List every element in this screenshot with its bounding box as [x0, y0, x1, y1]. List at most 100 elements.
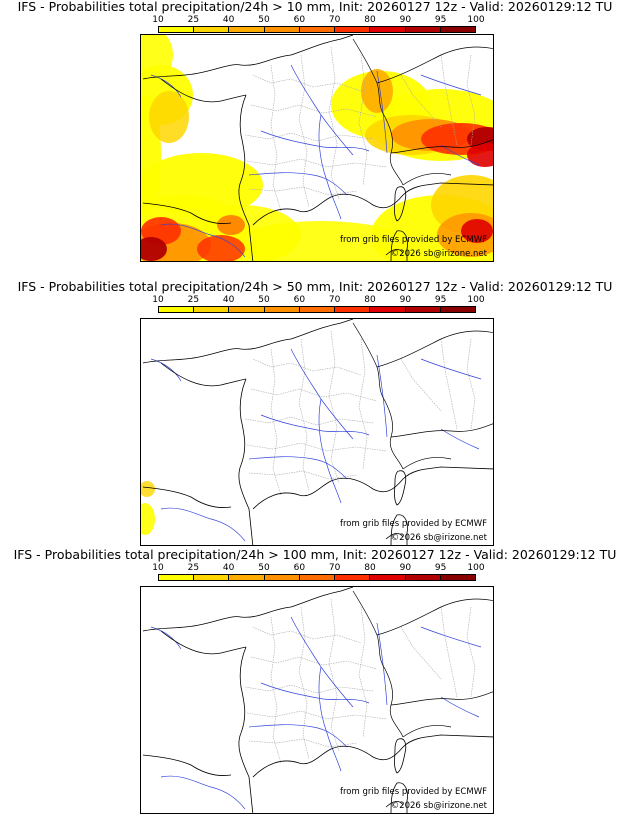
country-border: [352, 38, 493, 186]
colorbar-swatch: [405, 27, 441, 32]
river: [420, 74, 482, 96]
colorbar-swatch: [159, 307, 195, 312]
region-border: [252, 74, 362, 92]
region-border: [244, 132, 374, 142]
colorbar-tick-label: 25: [187, 15, 200, 25]
precipitation-map[interactable]: from grib files provided by ECMWF ©2026 …: [140, 34, 494, 262]
region-border: [298, 54, 310, 208]
region-border: [244, 684, 374, 694]
region-border: [400, 626, 442, 680]
colorbar-swatch: [264, 27, 300, 32]
region-border: [358, 54, 368, 186]
corsica-island: [394, 186, 407, 222]
colorbar-swatch: [440, 27, 475, 32]
colorbar-tick-label: 10: [152, 563, 164, 573]
region-border: [246, 158, 388, 168]
precip-area: [141, 35, 173, 81]
precip-area: [197, 235, 245, 261]
colorbar-tick-label: 25: [187, 563, 200, 573]
region-border: [328, 46, 340, 200]
map-canvas: [142, 587, 493, 813]
colorbar-swatch: [194, 27, 230, 32]
colorbar-swatch: [194, 575, 230, 580]
colorbar-ticks: 10 25 40 50 60 70 80 90 95 100: [152, 563, 484, 573]
region-border: [270, 64, 282, 212]
river: [160, 507, 246, 542]
river: [318, 666, 342, 772]
colorbar-swatch: [299, 27, 336, 32]
region-border: [358, 338, 368, 470]
river: [376, 70, 388, 154]
country-border: [352, 322, 493, 470]
colorbar-tick-label: 95: [434, 295, 447, 305]
colorbar: 10 25 40 50 60 70 80 90 95 100: [152, 563, 485, 603]
river: [248, 456, 348, 480]
river: [290, 616, 354, 708]
sardinia-island: [390, 514, 408, 545]
region-border: [328, 330, 340, 484]
river: [260, 130, 370, 152]
sardinia-island: [390, 230, 408, 261]
colorbar-swatch: [405, 307, 441, 312]
colorbar-swatch: [264, 575, 300, 580]
country-border: [352, 590, 493, 738]
colorbar-swatch: [335, 307, 371, 312]
river: [150, 74, 182, 98]
colorbar-swatch: [229, 307, 265, 312]
region-border: [358, 606, 368, 738]
region-border: [440, 338, 458, 430]
colorbar-tick-label: 80: [364, 295, 376, 305]
river: [160, 775, 246, 810]
panel-title: IFS - Probabilities total precipitation/…: [17, 279, 613, 294]
data-source-credit: from grib files provided by ECMWF: [340, 519, 487, 529]
colorbar-tick-label: 70: [328, 295, 341, 305]
colorbar-swatch: [159, 575, 195, 580]
panel-title: IFS - Probabilities total precipitation/…: [17, 0, 613, 14]
region-border: [466, 606, 476, 698]
colorbar-swatch: [159, 27, 195, 32]
river: [150, 358, 182, 382]
map-canvas: [141, 35, 493, 261]
region-border: [246, 710, 388, 720]
corsica-island: [394, 470, 407, 506]
river: [260, 414, 370, 436]
colorbar-swatch: [370, 27, 406, 32]
colorbar-tick-label: 70: [328, 15, 341, 25]
coastline: [142, 78, 404, 256]
region-border: [248, 186, 358, 196]
colorbar-tick-label: 60: [293, 15, 306, 25]
precip-area: [141, 481, 155, 497]
river: [318, 114, 342, 220]
colorbar-tick-label: 25: [187, 295, 200, 305]
region-border: [400, 74, 442, 128]
map-panel-10mm: IFS - Probabilities total precipitation/…: [0, 0, 630, 276]
region-border: [328, 598, 340, 752]
region-border: [440, 54, 458, 146]
river: [248, 724, 348, 748]
river: [260, 682, 370, 704]
corsica-island: [394, 738, 407, 774]
data-source-credit: from grib files provided by ECMWF: [340, 787, 487, 797]
river: [160, 223, 246, 258]
colorbar-tick-label: 90: [399, 563, 412, 573]
colorbar-tick-label: 70: [328, 563, 341, 573]
colorbar: 10 25 40 50 60 70 80 90 95 100: [152, 295, 485, 335]
precip-area: [361, 69, 393, 113]
colorbar-ticks: 10 25 40 50 60 70 80 90 95 100: [152, 15, 484, 25]
coastline: [142, 35, 493, 261]
colorbar-swatch: [229, 27, 265, 32]
colorbar-swatch: [440, 307, 475, 312]
coastline: [142, 319, 493, 545]
region-border: [440, 606, 458, 698]
coastline: [142, 362, 404, 540]
colorbar-tick-label: 100: [467, 15, 485, 25]
copyright-credit: ©2026 sb@irizone.net: [390, 249, 487, 259]
map-panel-50mm: IFS - Probabilities total precipitation/…: [0, 268, 630, 546]
colorbar-swatch: [299, 307, 336, 312]
colorbar-tick-label: 100: [467, 563, 485, 573]
colorbar-tick-label: 80: [364, 563, 376, 573]
colorbar-swatch: [370, 307, 406, 312]
precipitation-map[interactable]: from grib files provided by ECMWF ©2026 …: [140, 318, 494, 546]
precipitation-map[interactable]: from grib files provided by ECMWF ©2026 …: [140, 586, 494, 814]
precip-area: [467, 143, 493, 167]
